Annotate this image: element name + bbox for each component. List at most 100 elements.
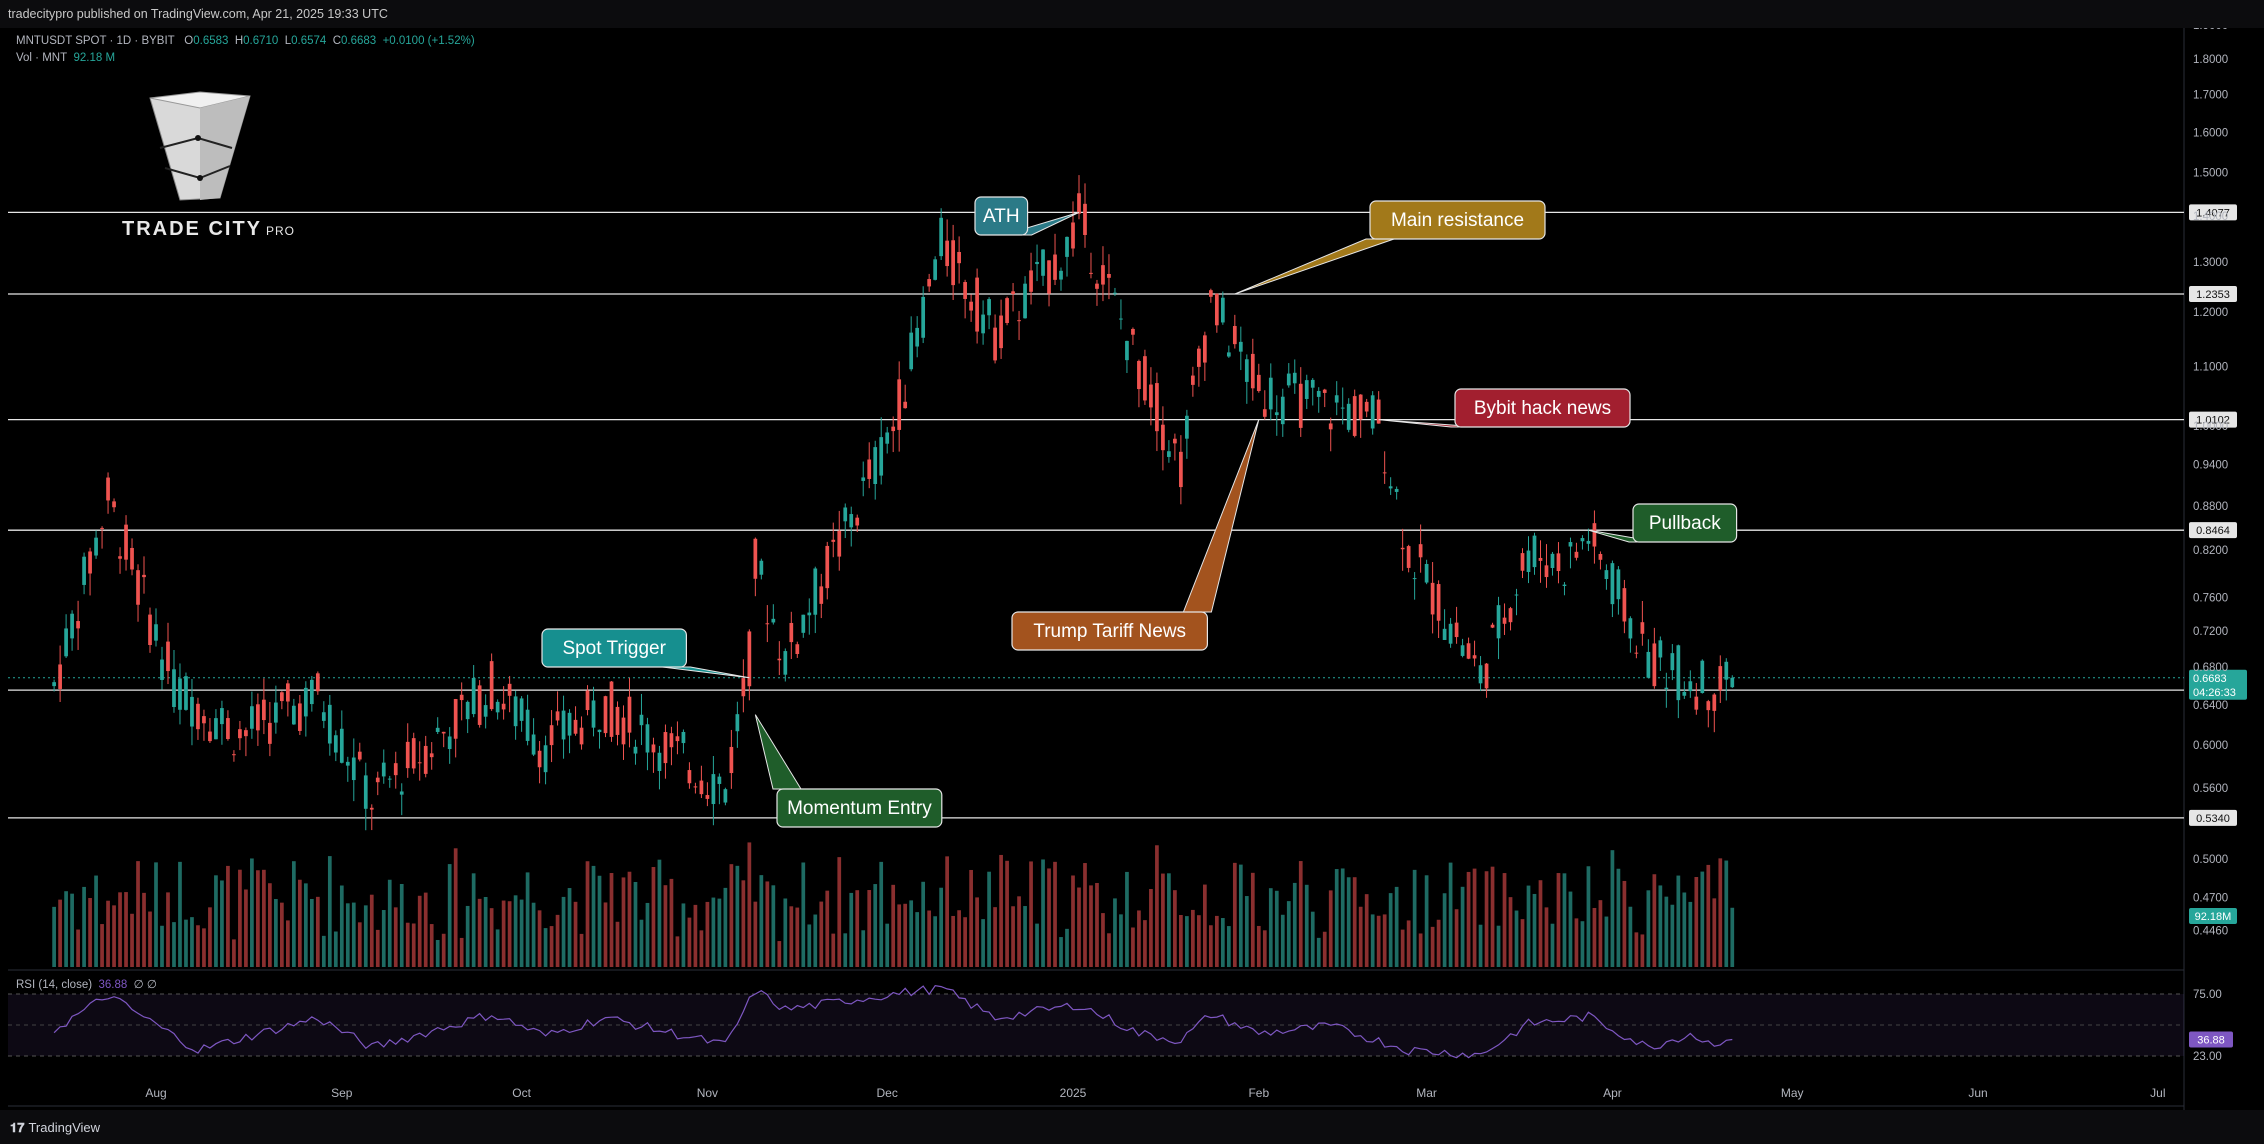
y-tick-label: 0.4700 <box>2193 893 2228 905</box>
volume-bar <box>1238 864 1243 967</box>
volume-bar <box>417 895 422 967</box>
candle-body <box>483 705 488 717</box>
candle-body <box>1688 681 1693 692</box>
candle-body <box>513 696 518 727</box>
volume-bar <box>1250 872 1255 967</box>
candle-body <box>1250 353 1255 389</box>
candle-body <box>1526 550 1531 572</box>
candle-body <box>1730 677 1735 688</box>
level-label-box <box>2189 411 2237 428</box>
candle-body <box>1382 472 1387 474</box>
level-label-box <box>2189 809 2237 826</box>
candle-body <box>208 731 212 742</box>
volume-bar <box>321 935 326 967</box>
published-text: tradecitypro published on TradingView.co… <box>8 7 388 21</box>
x-tick-label: Mar <box>1416 1086 1437 1100</box>
candle-body <box>375 777 380 783</box>
y-tick-label: 0.4460 <box>2193 925 2228 937</box>
candle-body <box>993 327 997 361</box>
candle-body <box>1197 348 1201 367</box>
volume-bar <box>1101 913 1105 967</box>
candle-body <box>939 217 944 257</box>
volume-bar <box>561 896 566 967</box>
candle-body <box>657 752 662 771</box>
volume-bar <box>861 930 866 967</box>
volume-bar <box>1388 893 1393 967</box>
y-tick-label: 0.5000 <box>2193 854 2228 866</box>
volume-bar <box>957 910 961 967</box>
candle-body <box>291 705 296 725</box>
annotation-label: Trump Tariff News <box>1033 621 1186 642</box>
volume-bar <box>435 939 440 967</box>
volume-bar <box>1646 890 1651 967</box>
candle-body <box>1430 582 1435 615</box>
volume-bar <box>226 865 230 967</box>
candle-body <box>1412 578 1417 580</box>
candle-body <box>1310 379 1315 388</box>
volume-bar <box>339 885 344 967</box>
volume-bar <box>963 917 967 967</box>
candle-body <box>795 644 800 655</box>
volume-bar <box>1526 885 1531 967</box>
volume-bar <box>1274 890 1279 967</box>
volume-bar <box>1544 907 1549 967</box>
volume-bar <box>741 880 746 967</box>
volume-bar <box>172 922 176 967</box>
candle-body <box>1220 297 1225 323</box>
candle-body <box>399 791 404 795</box>
candle-body <box>1508 608 1513 623</box>
volume-bar <box>1730 907 1735 967</box>
candle-body <box>771 618 776 623</box>
volume-bar <box>399 883 404 967</box>
candle-body <box>471 677 476 715</box>
tradingview-logo[interactable]: 𝟏𝟕 TradingView <box>10 1120 100 1136</box>
candle-body <box>705 795 710 799</box>
volume-bar <box>993 907 997 967</box>
volume-bar <box>453 848 458 967</box>
price-chart[interactable]: 1.40771.23531.01020.84640.65520.53400.66… <box>0 28 2264 1110</box>
candle-body <box>831 539 836 542</box>
x-tick-label: Dec <box>877 1086 898 1100</box>
candle-body <box>855 517 860 526</box>
annotations: ATH Main resistance Bybit hack news Pullbac… <box>541 196 1738 828</box>
volume-bar <box>1023 906 1027 967</box>
candle-body <box>1544 565 1549 578</box>
candle-body <box>1418 544 1423 558</box>
candle-body <box>561 710 566 740</box>
candle-body <box>154 624 158 641</box>
volume-bar <box>1089 885 1093 967</box>
volume-bar <box>1316 937 1321 967</box>
volume-bar <box>657 859 662 967</box>
candle-body <box>777 658 782 661</box>
candle-body <box>1107 274 1111 278</box>
volume-bar <box>238 869 242 967</box>
candle-body <box>807 612 812 616</box>
y-tick-label: 0.9400 <box>2193 460 2228 472</box>
volume-bar <box>1065 928 1069 967</box>
volume-bar <box>375 929 380 967</box>
volume-bar <box>639 919 644 967</box>
volume-bar <box>1191 909 1195 967</box>
candle-body <box>1364 401 1369 412</box>
volume-bar <box>184 919 188 967</box>
volume-bar <box>381 910 386 967</box>
symbol-label: MNTUSDT SPOT · 1D · BYBIT <box>16 35 175 47</box>
volume-bar <box>1592 907 1597 967</box>
candle-body <box>393 763 398 776</box>
candle-body <box>1406 546 1411 568</box>
volume-bar <box>1382 914 1387 967</box>
volume-bar <box>447 864 452 967</box>
candle-body <box>280 692 284 702</box>
candle-body <box>76 621 80 629</box>
candle-body <box>1131 328 1135 335</box>
candle-body <box>1023 283 1027 319</box>
candle-body <box>1622 588 1627 622</box>
volume-bar <box>537 910 542 967</box>
volume-bar <box>333 931 338 967</box>
volume-bar <box>507 901 512 967</box>
candle-body <box>573 719 578 734</box>
rsi-value: 36.88 <box>98 979 128 991</box>
candle-body <box>987 299 991 316</box>
candle-body <box>1538 557 1543 561</box>
candle-body <box>1173 438 1177 444</box>
